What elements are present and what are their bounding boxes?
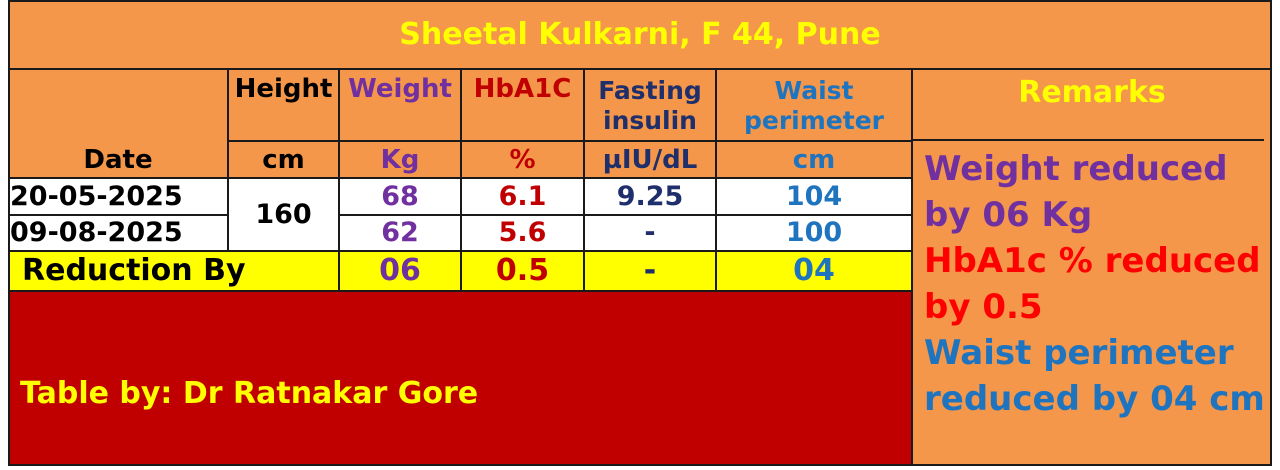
table-row-1-weight: 68 <box>339 178 461 214</box>
row-2-waist-value: 100 <box>785 216 843 248</box>
row-divider <box>8 214 228 216</box>
row-1-hba1c-value: 6.1 <box>498 180 547 212</box>
row-2-date-value: 09-08-2025 <box>10 216 183 248</box>
header-remarks-label: Remarks <box>1018 74 1166 110</box>
outer-left-border <box>8 0 10 466</box>
table-row-1-fasting-insulin: 9.25 <box>584 178 716 214</box>
unit-height: cm <box>228 142 339 178</box>
col-line-insulin <box>715 69 717 291</box>
row-2-fasting-insulin-value: - <box>644 216 656 248</box>
reduction-waist: 04 <box>716 250 912 291</box>
row-1-fasting-insulin-value: 9.25 <box>616 180 684 212</box>
unit-weight-label: Kg <box>380 145 420 175</box>
header-date-label: Date <box>83 145 153 175</box>
remarks-panel <box>912 69 1272 466</box>
table-row-2-weight: 62 <box>339 214 461 250</box>
header-hba1c-label: HbA1C <box>473 74 572 104</box>
header-waist-perimeter-label: Waist perimeter <box>744 76 884 135</box>
header-height-label: Height <box>234 74 333 104</box>
row-1-weight-value: 68 <box>381 180 419 212</box>
header-weight: Weight <box>339 70 461 108</box>
row-1-waist-value: 104 <box>785 180 843 212</box>
table-row-2-waist: 100 <box>716 214 912 250</box>
credit-panel: Table by: Dr Ratnakar Gore <box>8 291 912 466</box>
reduction-fasting-insulin-value: - <box>643 253 657 288</box>
remarks-header-divider <box>912 139 1264 141</box>
unit-weight: Kg <box>339 142 461 178</box>
col-line-weight <box>460 69 462 291</box>
header-height: Height <box>228 70 339 108</box>
header-fasting-insulin: Fasting insulin <box>584 72 716 140</box>
header-date: Date <box>8 142 228 178</box>
table-credit: Table by: Dr Ratnakar Gore <box>20 376 479 411</box>
unit-waist-perimeter-label: cm <box>792 145 836 175</box>
reduction-weight-value: 06 <box>379 253 421 288</box>
table-row-1-date: 20-05-2025 <box>8 178 228 214</box>
title-divider <box>8 68 1272 70</box>
unit-fasting-insulin-label: µIU/dL <box>602 145 698 175</box>
unit-hba1c: % <box>461 142 584 178</box>
unit-waist-perimeter: cm <box>716 142 912 178</box>
remark-weight: Weight reduced by 06 Kg <box>924 149 1228 235</box>
header-divider <box>228 140 912 142</box>
col-line-height <box>338 69 340 291</box>
reduction-weight: 06 <box>339 250 461 291</box>
table-row-2-date: 09-08-2025 <box>8 214 228 250</box>
height-value-text: 160 <box>255 198 312 230</box>
row-divider-right <box>339 214 912 216</box>
remark-waist: Waist perimeter reduced by 04 cm <box>924 333 1265 419</box>
row-2-hba1c-value: 5.6 <box>498 216 547 248</box>
col-line-hba1c <box>583 69 585 291</box>
outer-bottom-border <box>8 464 1272 466</box>
row-2-weight-value: 62 <box>381 216 419 248</box>
unit-hba1c-label: % <box>509 145 536 175</box>
unit-height-label: cm <box>262 145 305 175</box>
height-value: 160 <box>228 178 339 250</box>
remark-hba1c: HbA1c % reduced by 0.5 <box>924 241 1261 327</box>
header-remarks: Remarks <box>912 70 1272 114</box>
reduction-hba1c-value: 0.5 <box>495 253 550 288</box>
header-fasting-insulin-label: Fasting insulin <box>598 76 702 135</box>
reduction-waist-value: 04 <box>793 253 835 288</box>
page-title: Sheetal Kulkarni, F 44, Pune <box>399 17 881 52</box>
col-line-remarks <box>911 69 913 466</box>
col-line-date <box>227 69 229 250</box>
reduction-hba1c: 0.5 <box>461 250 584 291</box>
table-row-2-hba1c: 5.6 <box>461 214 584 250</box>
outer-right-border <box>1270 0 1272 466</box>
header-hba1c: HbA1C <box>461 70 584 108</box>
remarks-text: Weight reduced by 06 Kg HbA1c % reduced … <box>924 146 1274 422</box>
unit-fasting-insulin: µIU/dL <box>584 142 716 178</box>
title-bar: Sheetal Kulkarni, F 44, Pune <box>8 0 1272 69</box>
reduction-bottom-divider <box>8 290 912 292</box>
outer-top-border <box>8 0 1272 2</box>
table-row-1-hba1c: 6.1 <box>461 178 584 214</box>
header-weight-label: Weight <box>348 74 452 104</box>
header-waist-perimeter: Waist perimeter <box>716 72 912 140</box>
reduction-label-text: Reduction By <box>22 253 246 288</box>
table-row-1-waist: 104 <box>716 178 912 214</box>
reduction-label: Reduction By <box>8 250 339 291</box>
row-1-date-value: 20-05-2025 <box>10 180 183 212</box>
reduction-fasting-insulin: - <box>584 250 716 291</box>
table-row-2-fasting-insulin: - <box>584 214 716 250</box>
